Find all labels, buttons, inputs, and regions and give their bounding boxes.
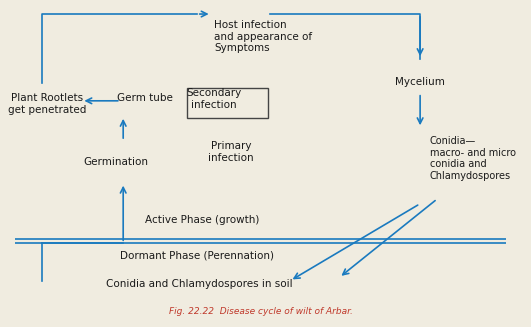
FancyBboxPatch shape bbox=[187, 88, 268, 118]
Text: Plant Rootlets
get penetrated: Plant Rootlets get penetrated bbox=[8, 93, 87, 115]
Text: Secondary
infection: Secondary infection bbox=[186, 88, 242, 110]
Text: Dormant Phase (Perennation): Dormant Phase (Perennation) bbox=[120, 250, 274, 260]
Text: Conidia—
macro- and micro
conidia and
Chlamydospores: Conidia— macro- and micro conidia and Ch… bbox=[430, 136, 516, 181]
Text: Germination: Germination bbox=[83, 157, 148, 167]
Text: Mycelium: Mycelium bbox=[395, 77, 445, 87]
Text: Host infection
and appearance of
Symptoms: Host infection and appearance of Symptom… bbox=[214, 20, 312, 53]
Text: Fig. 22.22  Disease cycle of wilt of Arbar.: Fig. 22.22 Disease cycle of wilt of Arba… bbox=[169, 307, 353, 316]
Text: Primary
infection: Primary infection bbox=[208, 142, 254, 163]
Text: Active Phase (growth): Active Phase (growth) bbox=[144, 215, 259, 225]
Text: Conidia and Chlamydospores in soil: Conidia and Chlamydospores in soil bbox=[106, 279, 293, 289]
Text: Germ tube: Germ tube bbox=[117, 93, 173, 103]
